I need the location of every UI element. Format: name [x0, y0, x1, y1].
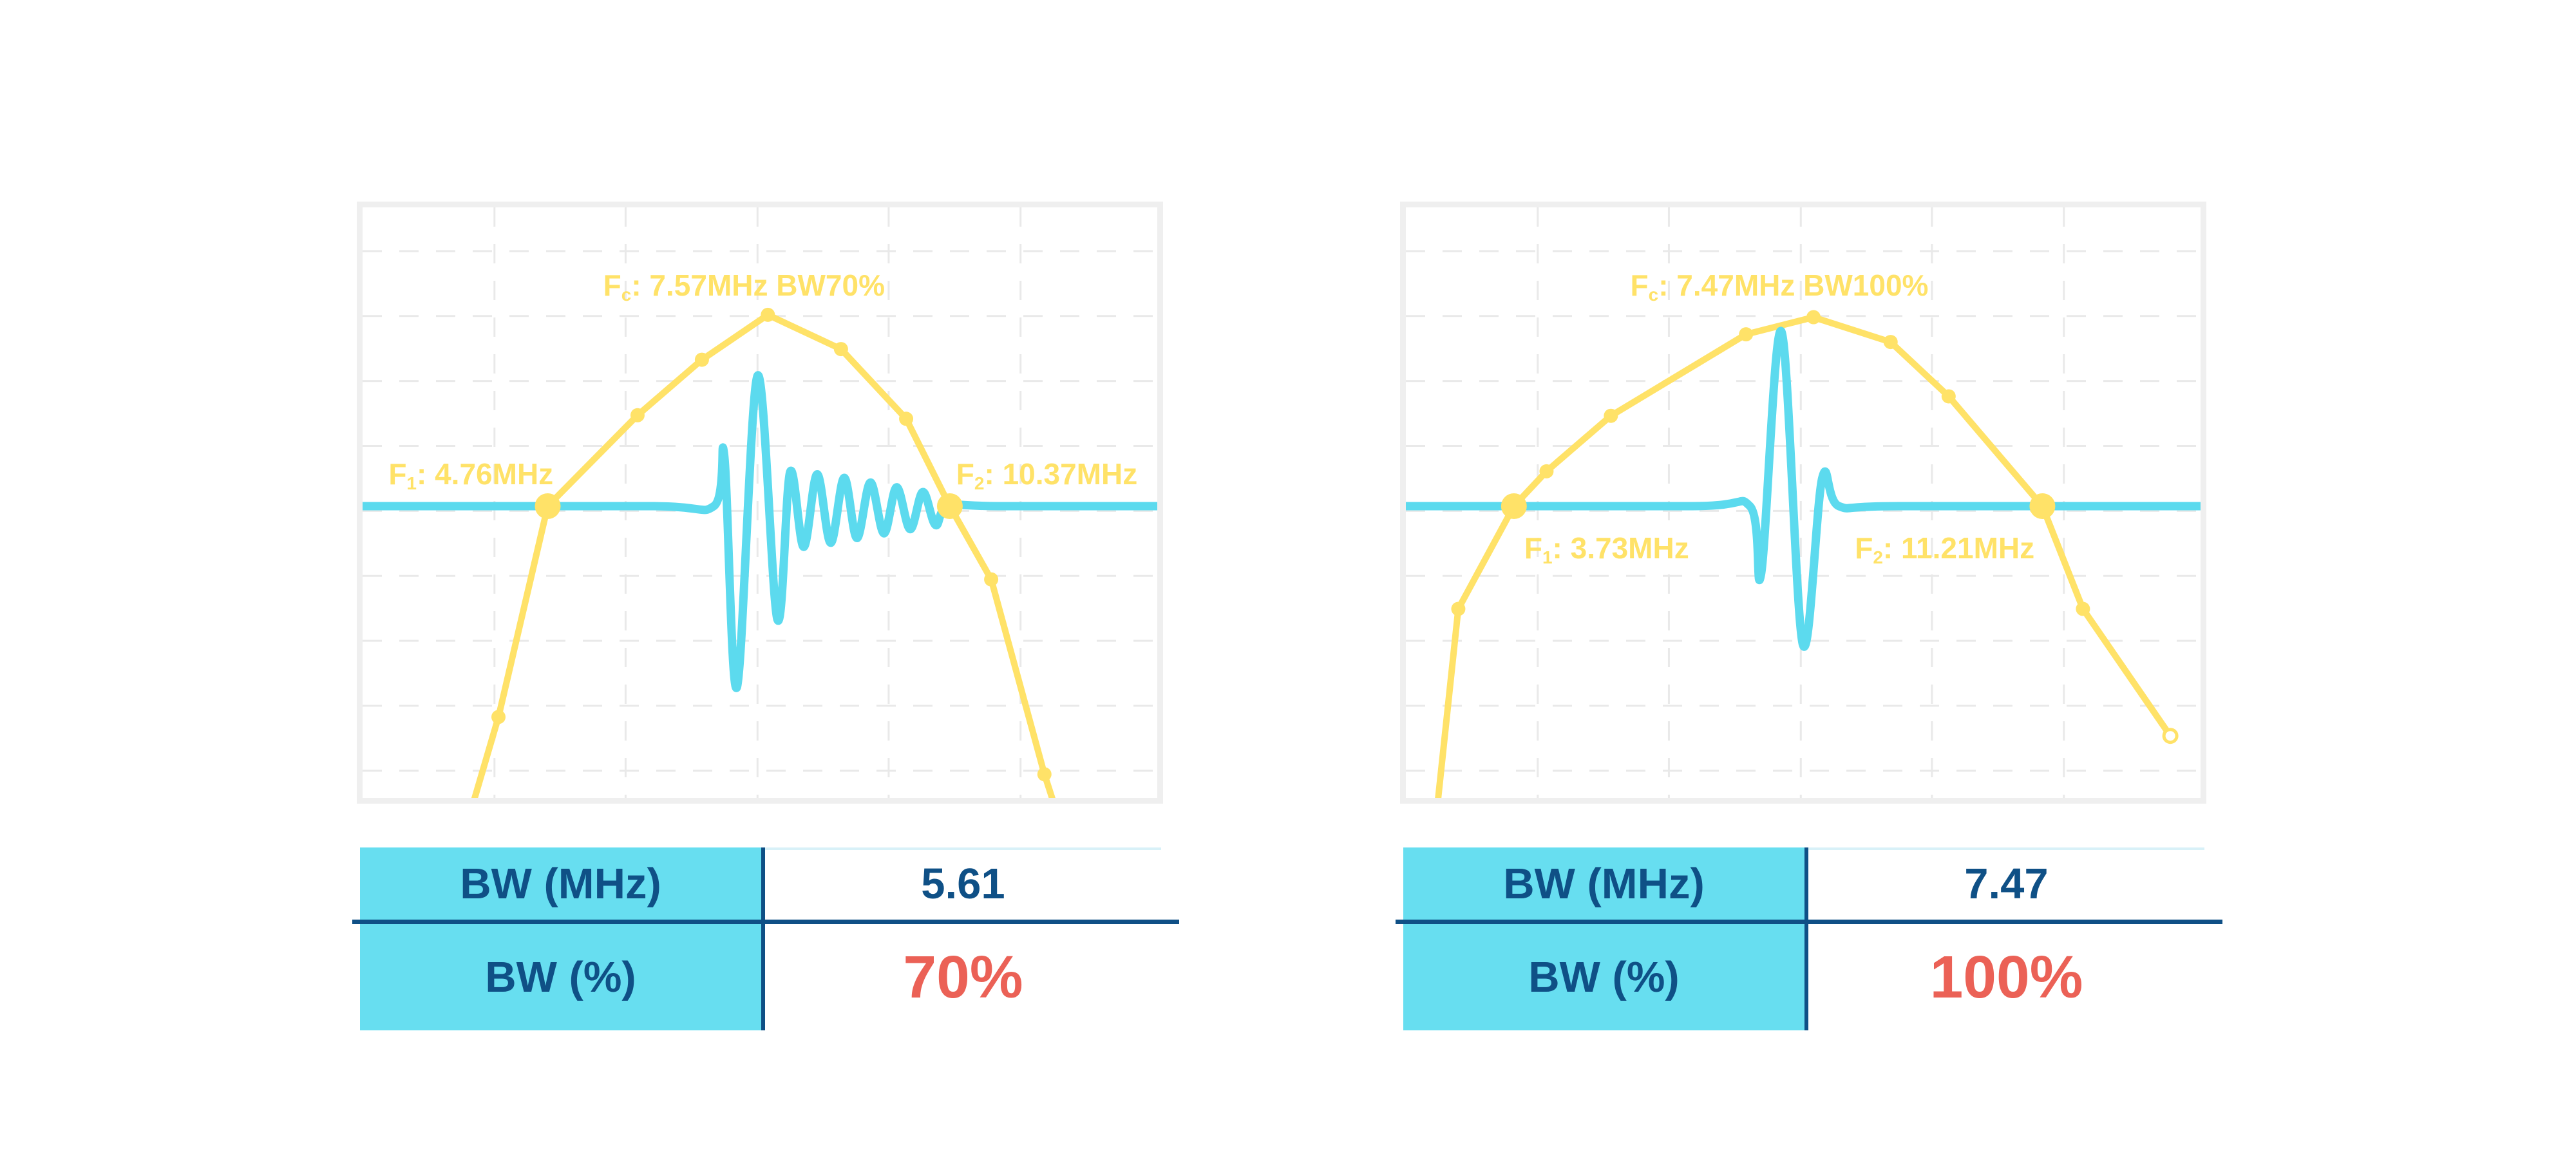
f2-annotation-right: F2: 11.21MHz	[1855, 531, 2035, 567]
f1-prefix: F	[1524, 531, 1542, 565]
f1-text: : 4.76MHz	[417, 457, 554, 491]
f2-text: : 11.21MHz	[1882, 531, 2035, 565]
f1-subscript: 1	[406, 473, 417, 493]
fc-subscript: c	[1648, 285, 1659, 305]
bw-mhz-header: BW (MHz)	[1503, 859, 1705, 908]
bw-pct-header: BW (%)	[485, 953, 636, 1001]
spectrum-plot-left	[363, 207, 1157, 798]
f2-prefix: F	[956, 457, 974, 491]
bw-mhz-value: 5.61	[921, 859, 1005, 908]
f2-subscript: 2	[1873, 547, 1883, 567]
spectrum-chart-left: Fc: 7.57MHz BW70% F1: 4.76MHz F2: 10.37M…	[357, 202, 1163, 804]
fc-text: : 7.47MHz BW100%	[1658, 269, 1929, 303]
fc-prefix: F	[1630, 269, 1649, 303]
f2-subscript: 2	[974, 473, 985, 493]
table-value-top-line	[765, 847, 1161, 850]
table-row-divider	[352, 920, 1179, 924]
f1-annotation-right: F1: 3.73MHz	[1524, 531, 1689, 567]
f1-annotation-left: F1: 4.76MHz	[388, 457, 554, 493]
f2-text: : 10.37MHz	[984, 457, 1138, 491]
f1-prefix: F	[388, 457, 407, 491]
table-value-top-line	[1808, 847, 2204, 850]
table-column-divider	[1804, 847, 1808, 1030]
table-header-fill	[360, 847, 761, 1030]
bandwidth-table-right: BW (MHz) 7.47 BW (%) 100%	[1396, 847, 2222, 1030]
spectrum-chart-right: Fc: 7.47MHz BW100% F1: 3.73MHz F2: 11.21…	[1400, 202, 2206, 804]
bw-pct-value: 70%	[903, 943, 1023, 1010]
f1-subscript: 1	[1542, 547, 1553, 567]
bw-pct-header: BW (%)	[1528, 953, 1680, 1001]
spectrum-plot-right	[1406, 207, 2201, 798]
bw-pct-value: 100%	[1929, 943, 2083, 1010]
table-header-fill	[1403, 847, 1804, 1030]
f2-prefix: F	[1855, 531, 1873, 565]
table-row-divider	[1396, 920, 2222, 924]
bandwidth-table-left: BW (MHz) 5.61 BW (%) 70%	[352, 847, 1179, 1030]
fc-text: : 7.57MHz BW70%	[631, 269, 885, 303]
f1-text: : 3.73MHz	[1552, 531, 1689, 565]
f2-annotation-left: F2: 10.37MHz	[956, 457, 1138, 493]
fc-prefix: F	[603, 269, 621, 303]
bw-mhz-value: 7.47	[1964, 859, 2049, 908]
fc-annotation-left: Fc: 7.57MHz BW70%	[603, 269, 885, 305]
table-column-divider	[761, 847, 765, 1030]
fc-subscript: c	[621, 285, 632, 305]
fc-annotation-right: Fc: 7.47MHz BW100%	[1630, 269, 1929, 305]
bw-mhz-header: BW (MHz)	[460, 859, 661, 908]
